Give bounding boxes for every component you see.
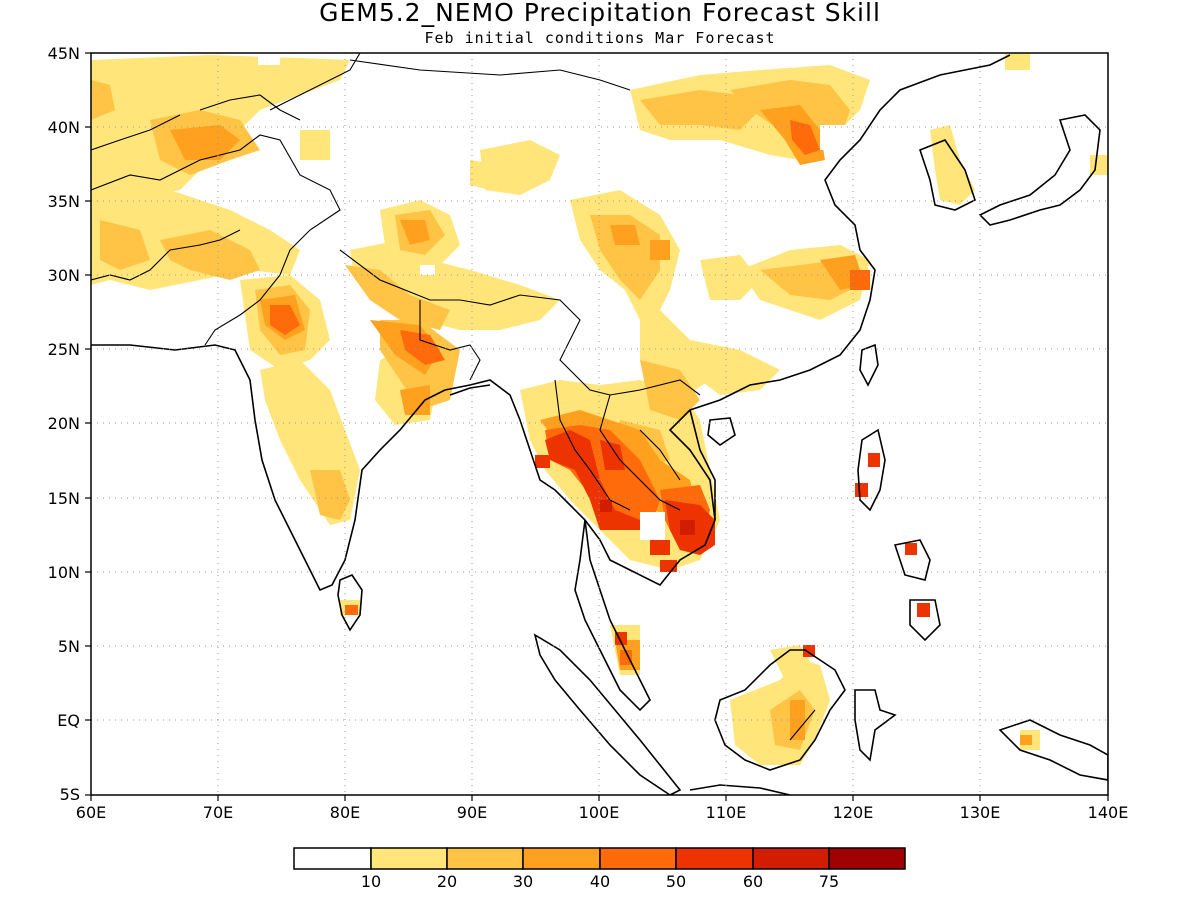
colorbar-swatch	[752, 847, 830, 870]
colorbar-swatch	[446, 847, 524, 870]
country-borders	[91, 53, 816, 741]
colorbar-label: 75	[818, 872, 840, 891]
lat-label: 15N	[47, 489, 80, 508]
colorbar-label: 50	[665, 872, 687, 891]
axis-ticks	[85, 52, 1109, 801]
lat-label: EQ	[57, 711, 80, 730]
colorbar-label: 10	[360, 872, 382, 891]
colorbar-label: 60	[742, 872, 764, 891]
lat-label: 30N	[47, 266, 80, 285]
lon-label: 90E	[456, 803, 488, 822]
map-title: GEM5.2_NEMO Precipitation Forecast Skill	[319, 0, 881, 27]
skill-shading	[91, 53, 1108, 765]
lat-label: 40N	[47, 118, 80, 137]
coastlines	[91, 54, 1108, 795]
lat-label: 10N	[47, 563, 80, 582]
lat-label: 25N	[47, 340, 80, 359]
lon-label: 80E	[329, 803, 361, 822]
colorbar-label: 20	[436, 872, 458, 891]
lon-label: 130E	[959, 803, 1001, 822]
map-subtitle: Feb initial conditions Mar Forecast	[424, 29, 776, 47]
lon-label: 120E	[832, 803, 874, 822]
lon-label: 70E	[202, 803, 234, 822]
colorbar	[293, 847, 906, 870]
lon-label: 100E	[578, 803, 620, 822]
lon-label: 110E	[705, 803, 747, 822]
colorbar-swatch	[370, 847, 448, 870]
colorbar-swatch	[828, 847, 906, 870]
colorbar-swatch	[599, 847, 677, 870]
lon-label: 60E	[75, 803, 107, 822]
colorbar-swatch	[522, 847, 601, 870]
grid-lines	[91, 53, 1108, 795]
colorbar-swatch	[675, 847, 754, 870]
colorbar-label: 30	[512, 872, 534, 891]
colorbar-label: 40	[589, 872, 611, 891]
colorbar-swatch	[293, 847, 372, 870]
lat-label: 20N	[47, 414, 80, 433]
lat-label: 5N	[57, 637, 80, 656]
lon-label: 140E	[1087, 803, 1129, 822]
lat-label: 35N	[47, 192, 80, 211]
lat-label: 45N	[47, 44, 80, 63]
lat-label: 5S	[59, 785, 80, 804]
